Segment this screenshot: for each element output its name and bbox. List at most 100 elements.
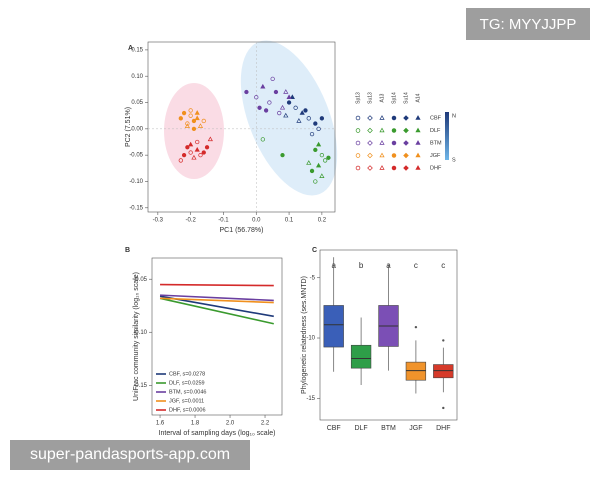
point	[181, 110, 187, 116]
point	[178, 116, 183, 121]
legend-symbol	[367, 165, 373, 171]
legend-symbol	[415, 140, 421, 145]
x-tick-label: -0.3	[153, 218, 164, 224]
legend-symbol	[415, 127, 421, 133]
point	[326, 155, 331, 160]
legend-symbol	[403, 140, 409, 146]
x-tick-label: BTM	[381, 425, 396, 432]
legend-symbol	[403, 152, 409, 159]
point	[191, 154, 197, 160]
point	[306, 160, 312, 165]
point	[316, 141, 322, 147]
y-tick-label: 0.15	[131, 47, 143, 53]
trend-line	[160, 294, 274, 302]
trend-line	[160, 283, 274, 287]
panel-label: B	[125, 247, 130, 254]
point	[309, 131, 315, 137]
point	[313, 147, 318, 153]
point	[280, 153, 285, 158]
legend-column-label: Sp14	[391, 92, 397, 104]
point	[185, 121, 190, 126]
y-axis-label: UniFrac community similarity (log₁₀ scal…	[133, 272, 140, 401]
point	[204, 145, 210, 150]
legend-symbol	[379, 115, 385, 120]
y-tick-label: -10	[306, 336, 315, 342]
x-tick-label: 2.2	[261, 421, 270, 427]
legend-label: DHF, s=0.0006	[169, 407, 206, 413]
x-tick-label: DLF	[354, 425, 367, 432]
legend-label: CBF, s=0.0278	[169, 371, 205, 377]
point	[293, 105, 298, 110]
cluster-ellipse	[164, 83, 224, 179]
legend-label: BTM	[430, 140, 442, 146]
significance-letter: a	[331, 261, 336, 270]
y-tick-label: -0.10	[133, 330, 147, 336]
legend-column-label: Sp13	[355, 92, 361, 104]
panel-label: A	[128, 45, 133, 52]
legend-label: DHF	[430, 165, 442, 171]
y-tick-label: 0.00	[131, 126, 143, 132]
legend-symbol	[415, 115, 421, 120]
point	[260, 137, 265, 142]
plot-frame	[151, 257, 283, 416]
legend-symbol	[391, 153, 397, 158]
point	[184, 123, 190, 128]
point	[286, 94, 292, 100]
point	[289, 94, 295, 100]
point	[181, 153, 187, 158]
legend-symbol	[379, 140, 385, 145]
point	[263, 108, 269, 113]
point	[197, 123, 204, 128]
x-tick-label: -0.2	[185, 218, 196, 224]
point	[260, 83, 266, 89]
legend-label: JGF	[430, 153, 441, 159]
point	[319, 153, 325, 158]
point	[283, 89, 289, 94]
outlier	[442, 406, 445, 410]
y-tick-label: -0.15	[129, 205, 143, 211]
colorbar-label: N	[452, 113, 456, 119]
cluster-ellipse	[240, 40, 338, 196]
point	[194, 115, 200, 121]
significance-letter: b	[359, 261, 364, 270]
watermark: TG: MYYJJPP	[466, 8, 590, 40]
plot-frame	[147, 41, 336, 213]
legend-column-label: A13	[379, 93, 385, 102]
legend-symbol	[379, 127, 385, 133]
legend-label: DLF	[430, 128, 441, 134]
legend-symbol	[415, 152, 421, 158]
point	[277, 110, 282, 116]
point	[198, 153, 203, 158]
legend-column-label: A14	[415, 93, 421, 102]
legend-symbol	[403, 165, 409, 171]
legend-symbol	[403, 127, 409, 134]
point	[191, 126, 197, 131]
box	[433, 364, 454, 379]
x-tick-label: CBF	[327, 425, 341, 432]
point	[313, 121, 318, 126]
point	[323, 158, 328, 163]
legend-symbol	[367, 152, 373, 159]
outlier	[414, 325, 418, 329]
legend-symbol	[355, 165, 361, 171]
point	[283, 112, 289, 118]
legend-column-label: Su14	[403, 92, 409, 104]
x-axis-label: Interval of sampling days (log₁₀ scale)	[159, 430, 276, 437]
y-tick-label: -0.05	[133, 277, 147, 283]
footer-url: super-pandasports-app.com	[10, 440, 250, 470]
legend-symbol	[403, 115, 409, 121]
x-tick-label: 0.0	[252, 218, 261, 224]
point	[201, 150, 206, 155]
point	[195, 139, 200, 145]
box	[405, 361, 427, 381]
x-tick-label: DHF	[436, 425, 450, 432]
legend-symbol	[415, 165, 421, 170]
x-tick-label: 0.2	[318, 218, 327, 224]
trend-line	[160, 297, 274, 304]
legend-symbol	[391, 128, 397, 133]
x-tick-label: -0.1	[218, 218, 229, 224]
point	[207, 136, 213, 142]
point	[306, 116, 311, 121]
legend-label: JGF, s=0.0011	[169, 398, 204, 404]
